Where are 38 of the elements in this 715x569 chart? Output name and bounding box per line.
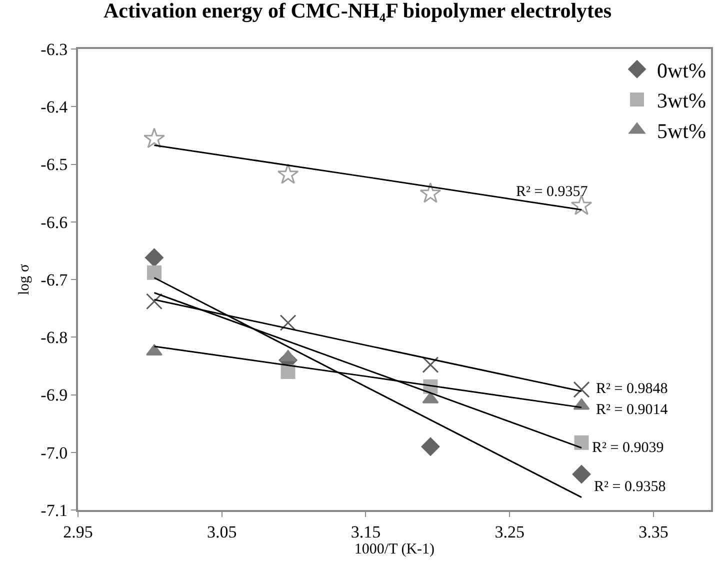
y-tick-label: -7.1: [40, 500, 68, 520]
y-tick-label: -6.8: [40, 328, 68, 348]
y-tick-label: -6.7: [40, 270, 68, 290]
legend-label: 5wt%: [657, 118, 706, 143]
y-tick-label: -7.0: [40, 443, 68, 462]
y-tick-label: -6.4: [40, 98, 68, 117]
point: [420, 182, 442, 203]
point: [422, 356, 439, 374]
point: [277, 163, 299, 184]
point: [572, 465, 591, 484]
point: [280, 364, 296, 379]
annotation: R² = 0.9357: [516, 184, 588, 200]
chart-title: Activation energy of CMC-NH₄F biopolymer electrolytes: [103, 0, 612, 23]
x-tick-label: 3.15: [350, 522, 381, 542]
point: [147, 265, 162, 280]
point: [145, 248, 164, 267]
y-tick-label: -6.5: [40, 155, 68, 174]
annotation: R² = 0.9358: [594, 479, 666, 495]
x-tick-label: 3.05: [206, 522, 237, 542]
point: [421, 437, 440, 456]
y-tick-label: -6.6: [40, 212, 68, 232]
x-axis-title: 1000/T (K-1): [354, 541, 435, 558]
annotation: R² = 0.9014: [596, 402, 668, 418]
point: [574, 435, 589, 450]
y-tick-label: -6.3: [40, 40, 68, 59]
y-axis-title: log σ: [16, 264, 32, 296]
point: [280, 314, 296, 331]
x-tick-label: 2.95: [63, 522, 93, 542]
legend-label: 0wt%: [657, 58, 706, 82]
annotation: R² = 0.9039: [592, 440, 664, 456]
y-tick-label: -6.9: [40, 386, 68, 405]
point: [146, 293, 162, 310]
x-tick-label: 3.35: [638, 522, 668, 542]
point: [144, 128, 165, 148]
annotation: R² = 0.9848: [596, 381, 668, 397]
x-tick-label: 3.25: [494, 522, 524, 542]
point: [573, 381, 590, 398]
legend-label: 3wt%: [657, 88, 706, 113]
